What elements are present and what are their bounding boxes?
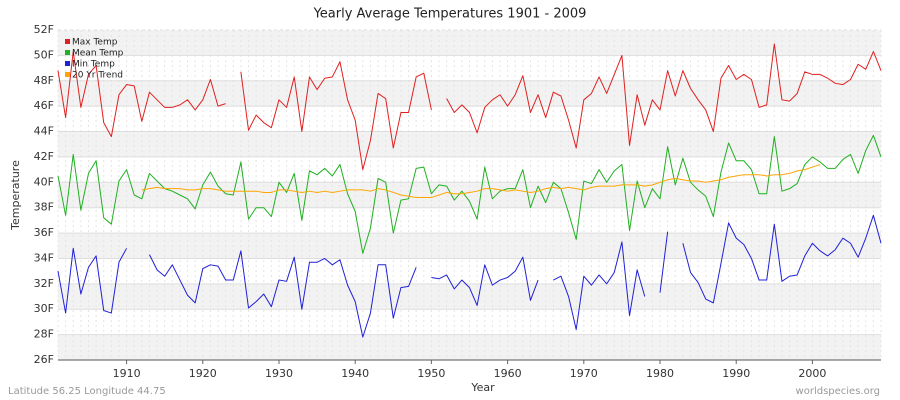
x-tick-label: 1910 [113, 367, 141, 380]
y-tick-label: 32F [34, 277, 54, 290]
y-tick-label: 40F [34, 175, 54, 188]
caption: Latitude 56.25 Longitude 44.75 [8, 386, 166, 397]
y-tick-label: 44F [34, 125, 54, 138]
series-line [57, 43, 882, 171]
series-line [141, 164, 821, 199]
x-tick-label: 2000 [798, 367, 826, 380]
legend-swatch [65, 61, 70, 66]
y-tick-label: 34F [34, 251, 54, 264]
x-tick-label: 1940 [341, 367, 369, 380]
x-tick-label: 1990 [722, 367, 750, 380]
y-tick-label: 36F [34, 226, 54, 239]
legend-swatch [65, 50, 70, 55]
legend-label: Max Temp [72, 38, 118, 48]
y-tick-label: 46F [34, 99, 54, 112]
y-tick-label: 26F [34, 353, 54, 366]
y-tick-label: 28F [34, 328, 54, 341]
y-tick-label: 42F [34, 150, 54, 163]
legend-label: Min Temp [72, 60, 115, 70]
legend-swatch [65, 72, 70, 77]
x-tick-label: 1920 [189, 367, 217, 380]
x-tick-label: 1950 [417, 367, 445, 380]
y-axis-label: Temperature [9, 160, 22, 231]
legend-label: 20 Yr Trend [72, 71, 123, 81]
x-tick-label: 1980 [646, 367, 674, 380]
x-tick-label: 1970 [570, 367, 598, 380]
legend-swatch [65, 39, 70, 44]
series-line [57, 214, 882, 338]
y-tick-label: 30F [34, 302, 54, 315]
plot-background [57, 30, 882, 360]
y-tick-label: 38F [34, 201, 54, 214]
x-tick-label: 1930 [265, 367, 293, 380]
y-tick-label: 52F [34, 23, 54, 36]
chart-title: Yearly Average Temperatures 1901 - 2009 [313, 7, 587, 22]
series-line [57, 134, 882, 254]
source: worldspecies.org [796, 386, 880, 397]
y-tick-label: 48F [34, 74, 54, 87]
legend-label: Mean Temp [72, 49, 124, 59]
x-tick-label: 1960 [494, 367, 522, 380]
y-tick-label: 50F [34, 48, 54, 61]
x-axis-label: Year [470, 381, 495, 394]
